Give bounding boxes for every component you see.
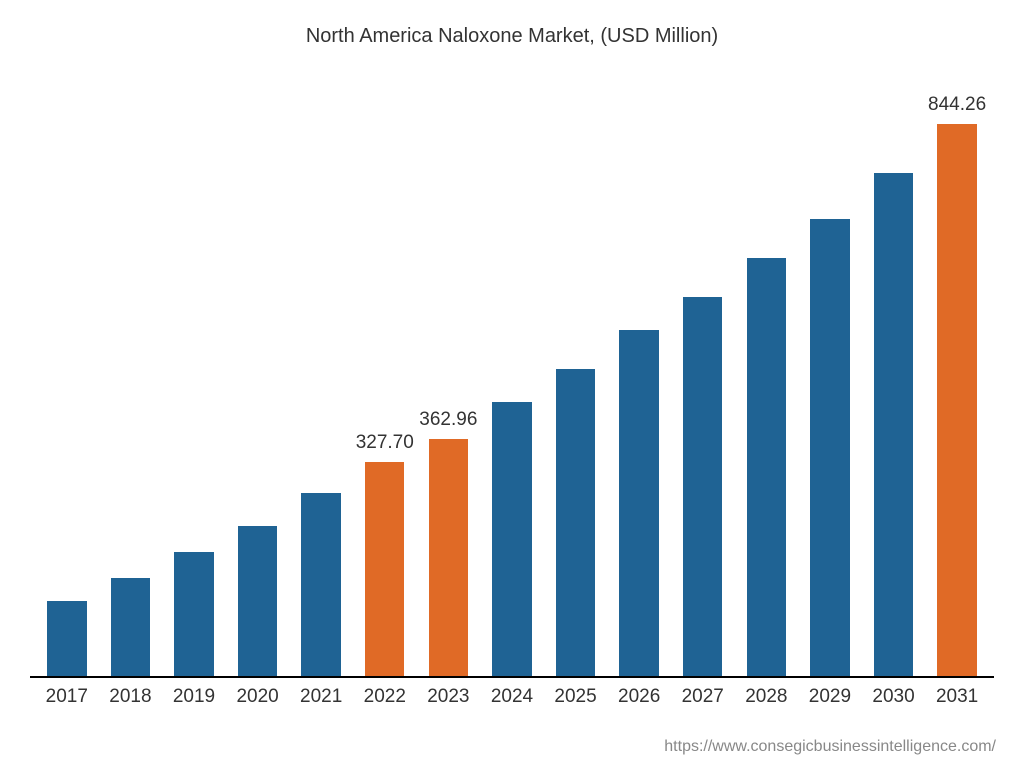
x-axis: 2017201820192020202120222023202420252026… (30, 678, 994, 708)
bar (556, 369, 595, 676)
chart-title: North America Naloxone Market, (USD Mill… (20, 25, 1004, 48)
bar-slot (671, 88, 735, 676)
bar (365, 462, 404, 676)
bar (47, 601, 86, 676)
x-tick-label: 2029 (798, 686, 862, 708)
bar-slot (226, 88, 290, 676)
bar-slot (480, 88, 544, 676)
bar-value-label: 362.96 (419, 409, 477, 431)
x-tick-label: 2025 (544, 686, 608, 708)
bar-slot (798, 88, 862, 676)
bar (492, 402, 531, 676)
bar-slot: 844.26 (925, 88, 989, 676)
bar-slot: 362.96 (417, 88, 481, 676)
bar-slot (607, 88, 671, 676)
x-tick-label: 2030 (862, 686, 926, 708)
x-tick-label: 2019 (162, 686, 226, 708)
chart-container: North America Naloxone Market, (USD Mill… (0, 0, 1024, 768)
x-tick-label: 2022 (353, 686, 417, 708)
x-tick-label: 2028 (735, 686, 799, 708)
bar-slot (289, 88, 353, 676)
bar-slot (162, 88, 226, 676)
bar (301, 493, 340, 676)
x-tick-label: 2031 (925, 686, 989, 708)
bar-slot (862, 88, 926, 676)
x-tick-label: 2023 (417, 686, 481, 708)
bar-slot: 327.70 (353, 88, 417, 676)
x-tick-label: 2020 (226, 686, 290, 708)
bar (429, 439, 468, 676)
bar (747, 258, 786, 676)
bar (937, 124, 976, 676)
bar-value-label: 844.26 (928, 94, 986, 116)
bar (238, 526, 277, 676)
x-tick-label: 2027 (671, 686, 735, 708)
bars-wrapper: 327.70362.96 844.26 (30, 88, 994, 676)
bar-value-label: 327.70 (356, 432, 414, 454)
x-tick-label: 2026 (607, 686, 671, 708)
x-tick-label: 2018 (99, 686, 163, 708)
bar-slot (99, 88, 163, 676)
bar-slot (544, 88, 608, 676)
bar-slot (35, 88, 99, 676)
source-url: https://www.consegicbusinessintelligence… (664, 738, 996, 756)
bar (174, 552, 213, 676)
bar (683, 297, 722, 676)
bar-slot (735, 88, 799, 676)
bar (111, 578, 150, 676)
x-tick-label: 2021 (289, 686, 353, 708)
bar (619, 330, 658, 676)
x-tick-label: 2017 (35, 686, 99, 708)
x-tick-label: 2024 (480, 686, 544, 708)
plot-area: 327.70362.96 844.26 (30, 88, 994, 678)
bar (810, 219, 849, 676)
bar (874, 173, 913, 676)
